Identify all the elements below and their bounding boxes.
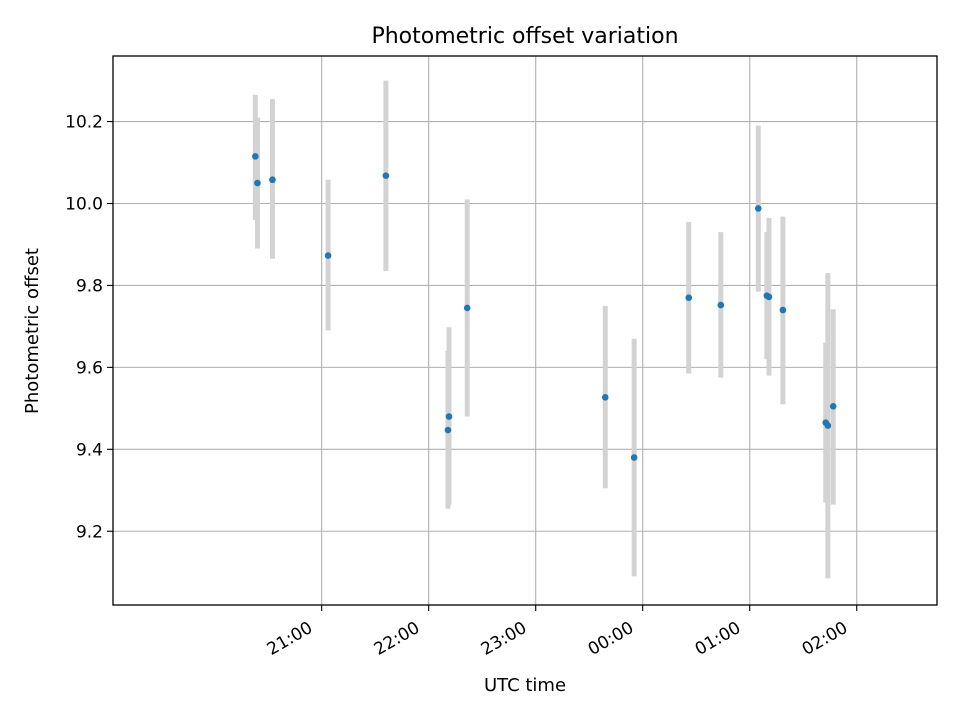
data-point <box>779 306 787 314</box>
data-point <box>382 172 390 179</box>
data-point <box>254 179 261 187</box>
data-point <box>829 402 837 410</box>
y-tick-label: 9.4 <box>76 440 103 460</box>
y-axis-ticks: 9.2 9.4 9.6 9.8 10.0 10.2 <box>65 113 113 542</box>
data-point <box>252 153 259 160</box>
data-point <box>463 304 471 312</box>
data-point <box>601 393 609 401</box>
data-point <box>685 294 693 302</box>
data-point <box>630 454 638 461</box>
data-point <box>717 301 725 309</box>
y-axis-label: Photometric offset <box>22 248 43 414</box>
y-tick-label: 9.8 <box>76 276 103 296</box>
data-point <box>765 293 773 301</box>
x-axis-label: UTC time <box>484 675 566 696</box>
data-points <box>252 153 837 461</box>
chart-title: Photometric offset variation <box>371 24 678 49</box>
y-tick-label: 9.6 <box>76 358 103 378</box>
y-tick-label: 9.2 <box>76 522 103 542</box>
data-point <box>824 422 832 429</box>
data-point <box>324 252 332 259</box>
plot-frame <box>112 55 938 606</box>
y-tick-label: 10.2 <box>65 113 103 133</box>
grid <box>113 56 937 605</box>
data-point <box>269 176 276 184</box>
y-tick-label: 10.0 <box>65 194 103 214</box>
data-point <box>754 205 762 212</box>
data-point <box>444 426 452 434</box>
data-point <box>445 413 453 420</box>
